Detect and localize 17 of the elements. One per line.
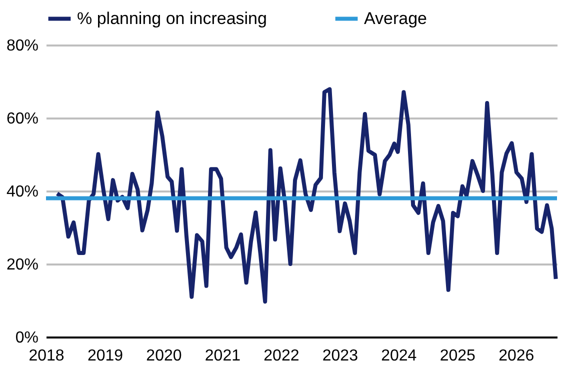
y-tick-label: 60% <box>6 110 38 128</box>
line-series <box>55 87 558 304</box>
x-tick-label: 2021 <box>204 348 241 364</box>
y-tick-label: 0% <box>15 330 38 346</box>
x-tick-label: 2018 <box>28 348 64 364</box>
x-tick-label: 2024 <box>381 348 417 364</box>
x-tick-label: 2026 <box>498 348 534 364</box>
x-tick-label: 2019 <box>87 348 124 364</box>
legend-label: % planning on increasing <box>77 8 267 28</box>
x-tick-label: 2020 <box>146 348 182 364</box>
x-tick-label: 2025 <box>440 348 476 364</box>
y-tick-label: 80% <box>6 38 38 54</box>
y-tick-label: 20% <box>6 256 38 274</box>
legend-label: Average <box>364 8 428 28</box>
x-tick-label: 2022 <box>264 348 300 364</box>
y-tick-label: 40% <box>6 184 38 200</box>
x-tick-label: 2023 <box>322 348 358 364</box>
